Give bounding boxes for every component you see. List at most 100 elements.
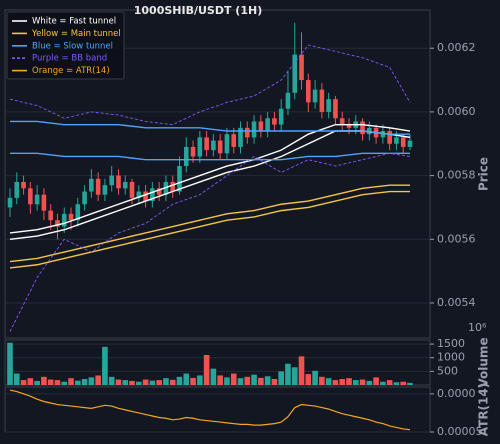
candle-body (75, 204, 81, 221)
volume-bar (312, 370, 318, 385)
candle-body (380, 131, 386, 138)
legend-label: Orange = ATR(14) (32, 66, 110, 76)
volume-bar (407, 382, 413, 385)
volume-bar (34, 380, 40, 385)
candle-body (224, 134, 230, 154)
volume-bar (88, 377, 95, 385)
candle-body (89, 178, 94, 192)
candle-body (285, 92, 291, 109)
volume-bar (61, 381, 68, 385)
volume-bar (352, 380, 359, 385)
volume-bar (129, 380, 135, 385)
volume-bar (332, 380, 339, 385)
volume-bar (108, 376, 115, 385)
candle-body (163, 181, 169, 195)
chart-title: 1000SHIB/USDT (1H) (134, 4, 262, 17)
candle-body (367, 127, 372, 135)
volume-bar (291, 367, 298, 385)
volume-bar (20, 380, 27, 385)
volume-bar (380, 381, 386, 385)
volume-bar (210, 368, 217, 385)
candle-body (306, 80, 311, 103)
y-tick-label: 0.0000 (437, 387, 476, 400)
candle-body (339, 118, 345, 125)
y-tick-label: 1500 (437, 337, 465, 350)
candle-body (211, 140, 216, 151)
volume-bar (203, 355, 210, 385)
candle-body (326, 99, 331, 112)
volume-bar (163, 378, 169, 385)
volume-bar (74, 380, 81, 385)
y-tick-label: 0.0058 (437, 169, 476, 182)
candle-body (21, 181, 26, 189)
candle-body (272, 118, 277, 125)
candle-body (238, 127, 243, 147)
y-tick-label: 0.00005 (437, 425, 483, 438)
y-tick-label: 0.0054 (437, 296, 476, 309)
candle-body (61, 213, 67, 227)
volume-bar (54, 380, 61, 385)
volume-bar (278, 371, 284, 385)
panel-frame (4, 9, 431, 339)
volume-bar (115, 379, 122, 385)
candle-body (150, 188, 155, 202)
candle-body (116, 175, 121, 189)
volume-bar (400, 381, 407, 385)
volume-bar (142, 379, 149, 385)
candle-body (122, 181, 128, 189)
candle-body (109, 175, 114, 186)
volume-bar (325, 378, 332, 385)
candle-body (407, 140, 413, 147)
indicator-line (9, 44, 411, 126)
indicator-line (9, 152, 411, 332)
volume-bar (95, 375, 101, 385)
candle-body (41, 194, 47, 211)
candle-body (197, 137, 203, 157)
volume-bar (271, 379, 278, 385)
legend-label: Blue = Slow tunnel (32, 41, 113, 51)
candle-body (299, 54, 304, 81)
candle-body (170, 181, 176, 192)
candle-body (251, 121, 257, 138)
y-tick-label: 500 (437, 364, 458, 377)
candle-body (244, 127, 250, 138)
candle-body (319, 89, 325, 112)
volume-bar (122, 380, 129, 385)
volume-bar (81, 379, 88, 385)
volume-bar (258, 377, 264, 385)
volume-bar (237, 378, 244, 385)
indicator-line (9, 190, 410, 269)
candle-body (360, 121, 365, 135)
volume-bar (7, 342, 13, 385)
legend-label: White = Fast tunnel (32, 17, 116, 27)
y-tick-label: 0.0060 (437, 105, 476, 118)
candle-body (143, 191, 148, 202)
volume-bar (68, 378, 74, 385)
volume-bar (176, 376, 183, 385)
candle-body (278, 108, 284, 125)
volume-bar (47, 379, 54, 385)
candle-body (102, 185, 108, 195)
volume-bar (136, 381, 142, 385)
candle-body (55, 220, 60, 227)
volume-bar (305, 374, 312, 385)
volume-bar (230, 373, 237, 385)
volume-bar (386, 380, 393, 385)
candle-body (34, 194, 40, 205)
legend: White = Fast tunnel Yellow = Main tunnel B… (6, 11, 125, 80)
candle-body (265, 118, 270, 132)
volume-bar (149, 380, 156, 385)
candle-body (68, 213, 74, 221)
candle-body (28, 188, 33, 205)
volume-bar (366, 380, 373, 385)
candle-body (129, 181, 135, 198)
candle-body (204, 137, 209, 151)
volume-bar (183, 373, 190, 385)
indicator-line (9, 123, 411, 234)
volume-bar (251, 374, 257, 385)
candle-body (346, 124, 352, 128)
candle-body (258, 121, 264, 132)
volume-bar (13, 373, 20, 385)
candle-body (387, 131, 392, 144)
